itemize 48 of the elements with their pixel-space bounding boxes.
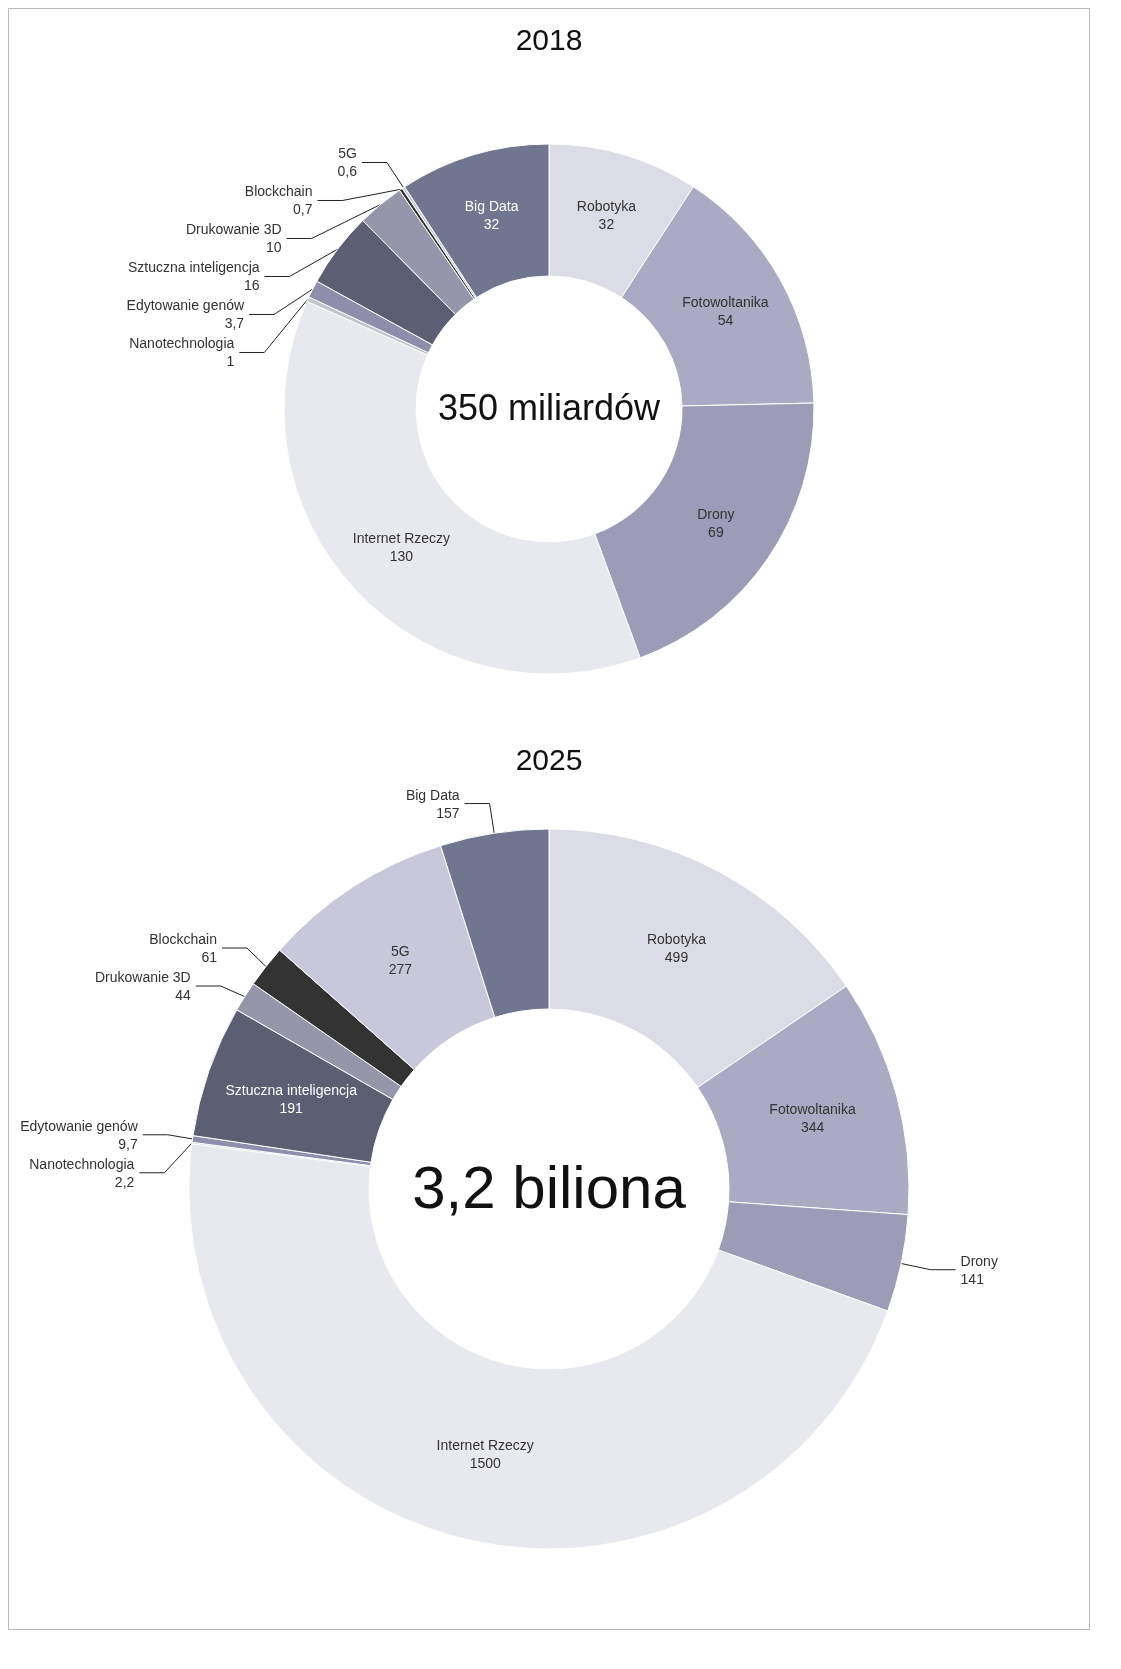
data-label: 499 [664,948,689,965]
data-label: 32 [598,216,615,233]
data-label: 277 [388,960,413,977]
slice-label: Drony [697,505,735,522]
data-label: 3,7 [224,315,245,332]
data-label: 54 [717,311,734,328]
slice-label: 5G [338,145,357,162]
data-label: 69 [708,523,724,540]
data-label: 10 [266,239,282,256]
text: 3,2 biliona [412,1153,687,1221]
data-label: 2,2 [114,1173,135,1190]
slice-label: Edytowanie genów [20,1117,139,1134]
text: 350 miliardów [437,386,662,428]
chart-title: 2025 [515,742,583,776]
chart-title: 2018 [515,22,583,56]
slice-label: Drukowanie 3D [95,969,191,986]
data-label: 61 [201,949,218,966]
data-label: 191 [279,1100,304,1117]
data-label: 32 [483,216,500,233]
slice-label: Internet Rzeczy [436,1437,534,1454]
slice-label: Robotyka [646,930,707,947]
slice-label: Blockchain [244,183,313,200]
data-label: 344 [800,1118,825,1135]
data-label: 16 [243,277,260,294]
slice-label: Drukowanie 3D [185,221,282,238]
slice-label: Fotowoltanika [682,293,769,310]
slice-label: Big Data [464,198,519,215]
data-label: 1500 [469,1455,502,1472]
data-label: 0,7 [293,201,313,218]
data-label: 130 [389,547,414,564]
slice-label: Nanotechnologia [29,1155,135,1172]
slice-label: Blockchain [149,931,217,948]
slice-label: Big Data [405,786,460,803]
slice-label: Edytowanie genów [126,297,245,314]
slice-label: Nanotechnologia [129,335,235,352]
data-label: 1 [226,353,235,370]
slice-label: Drony [960,1252,998,1269]
data-label: 0,6 [337,163,358,180]
slice-label: Robotyka [576,198,637,215]
slice-label: 5G [391,942,410,959]
slice-label: Internet Rzeczy [352,529,451,546]
slice-label: Sztuczna inteligencja [225,1082,358,1099]
data-label: 44 [175,987,191,1004]
data-label: 157 [436,804,460,821]
data-label: 141 [960,1270,985,1287]
slice-label: Sztuczna inteligencja [128,259,260,276]
data-label: 9,7 [118,1135,138,1152]
slice-label: Fotowoltanika [769,1100,856,1117]
